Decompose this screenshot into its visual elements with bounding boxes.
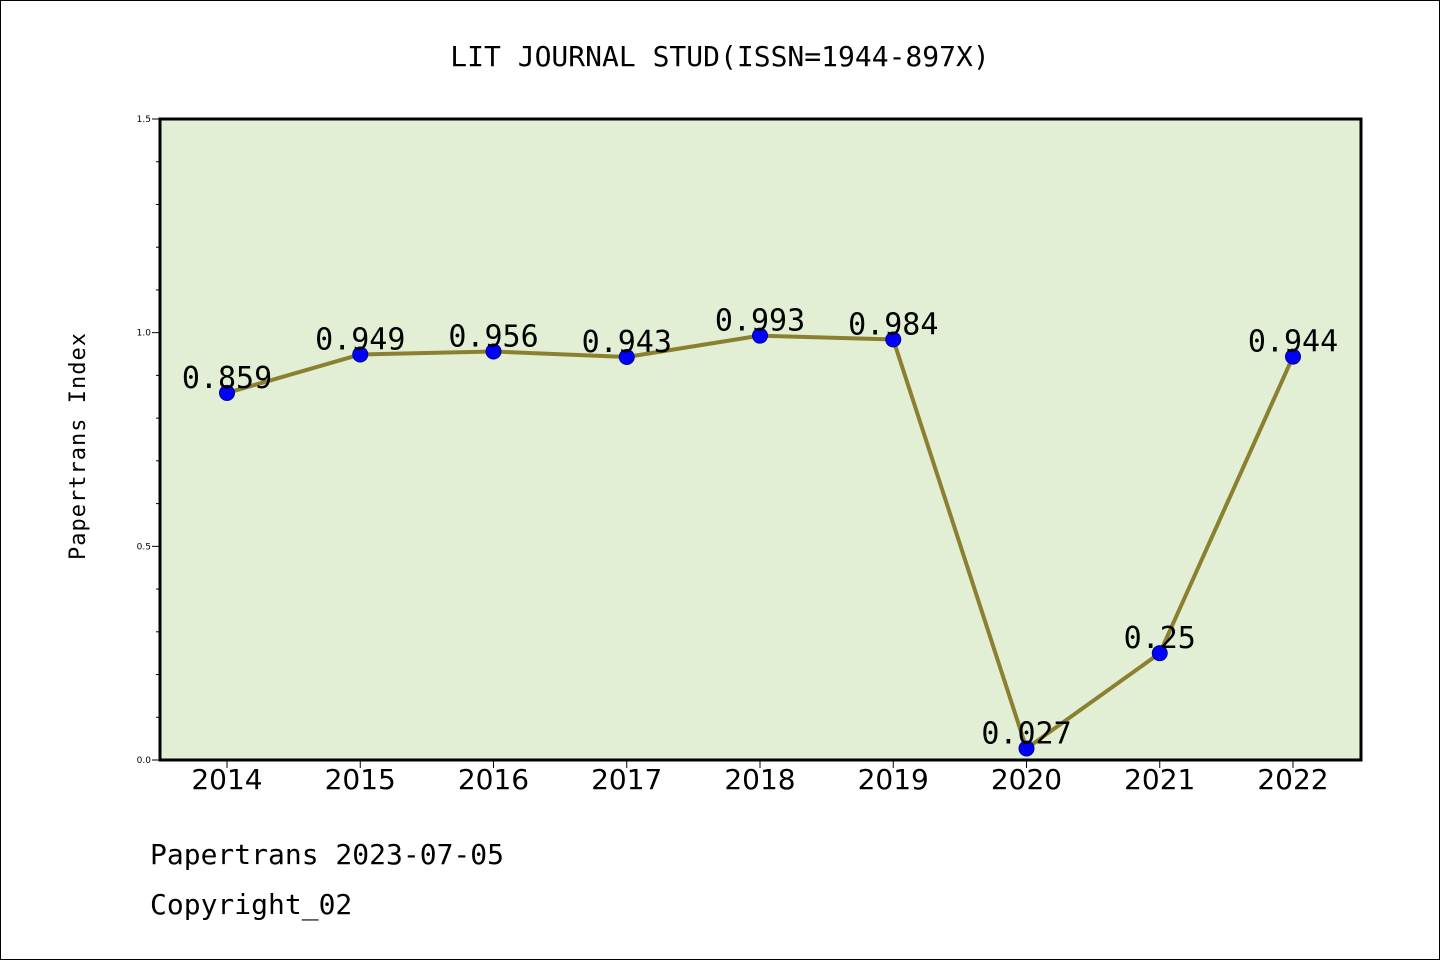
- x-tick-label: 2015: [325, 763, 396, 796]
- data-label: 0.943: [582, 325, 672, 360]
- data-label: 0.984: [848, 308, 938, 343]
- y-tick-label: 1.5: [137, 115, 151, 125]
- y-axis: 0.0 0.5 1.0 1.5: [137, 115, 160, 766]
- data-label: 0.993: [715, 304, 805, 339]
- x-tick-label: 2017: [591, 763, 662, 796]
- data-label: 0.859: [182, 361, 272, 396]
- data-label: 0.949: [315, 322, 405, 357]
- x-tick-label: 2022: [1257, 763, 1328, 796]
- x-tick-label: 2014: [191, 763, 262, 796]
- y-tick-label: 0.5: [137, 542, 151, 552]
- data-label: 0.956: [448, 319, 538, 354]
- data-point: [219, 384, 235, 401]
- y-tick-label: 0.0: [137, 756, 152, 766]
- series-group: [219, 327, 1301, 757]
- data-point: [618, 349, 635, 366]
- x-axis: 2014 2015 2016 2017 2018 2019 2020 2021 2022: [191, 760, 1329, 796]
- data-point: [352, 346, 369, 363]
- data-point: [1151, 645, 1168, 662]
- data-label: 0.25: [1124, 621, 1196, 656]
- plot-area: [158, 117, 1363, 762]
- data-point: [752, 327, 768, 344]
- data-point: [1018, 740, 1035, 757]
- y-tick-label: 1.0: [137, 329, 152, 339]
- data-label: 0.027: [981, 716, 1071, 751]
- data-point: [885, 331, 902, 348]
- footer-copyright: Copyright_02: [150, 888, 352, 922]
- y-axis-label: Papertrans Index: [66, 332, 91, 560]
- data-point: [485, 343, 502, 360]
- x-tick-label: 2021: [1124, 763, 1195, 796]
- x-tick-label: 2019: [858, 763, 929, 796]
- x-tick-label: 2020: [991, 763, 1062, 796]
- data-labels: 0.859 0.949 0.956 0.943 0.993 0.984 0.027 0.25 0…: [182, 304, 1338, 752]
- data-label: 0.944: [1248, 325, 1338, 360]
- x-tick-label: 2018: [724, 763, 795, 796]
- data-point: [1285, 348, 1301, 365]
- footer-date: Papertrans 2023-07-05: [150, 838, 504, 871]
- x-tick-label: 2016: [458, 763, 529, 796]
- chart-title: LIT JOURNAL STUD(ISSN=1944-897X): [450, 40, 989, 73]
